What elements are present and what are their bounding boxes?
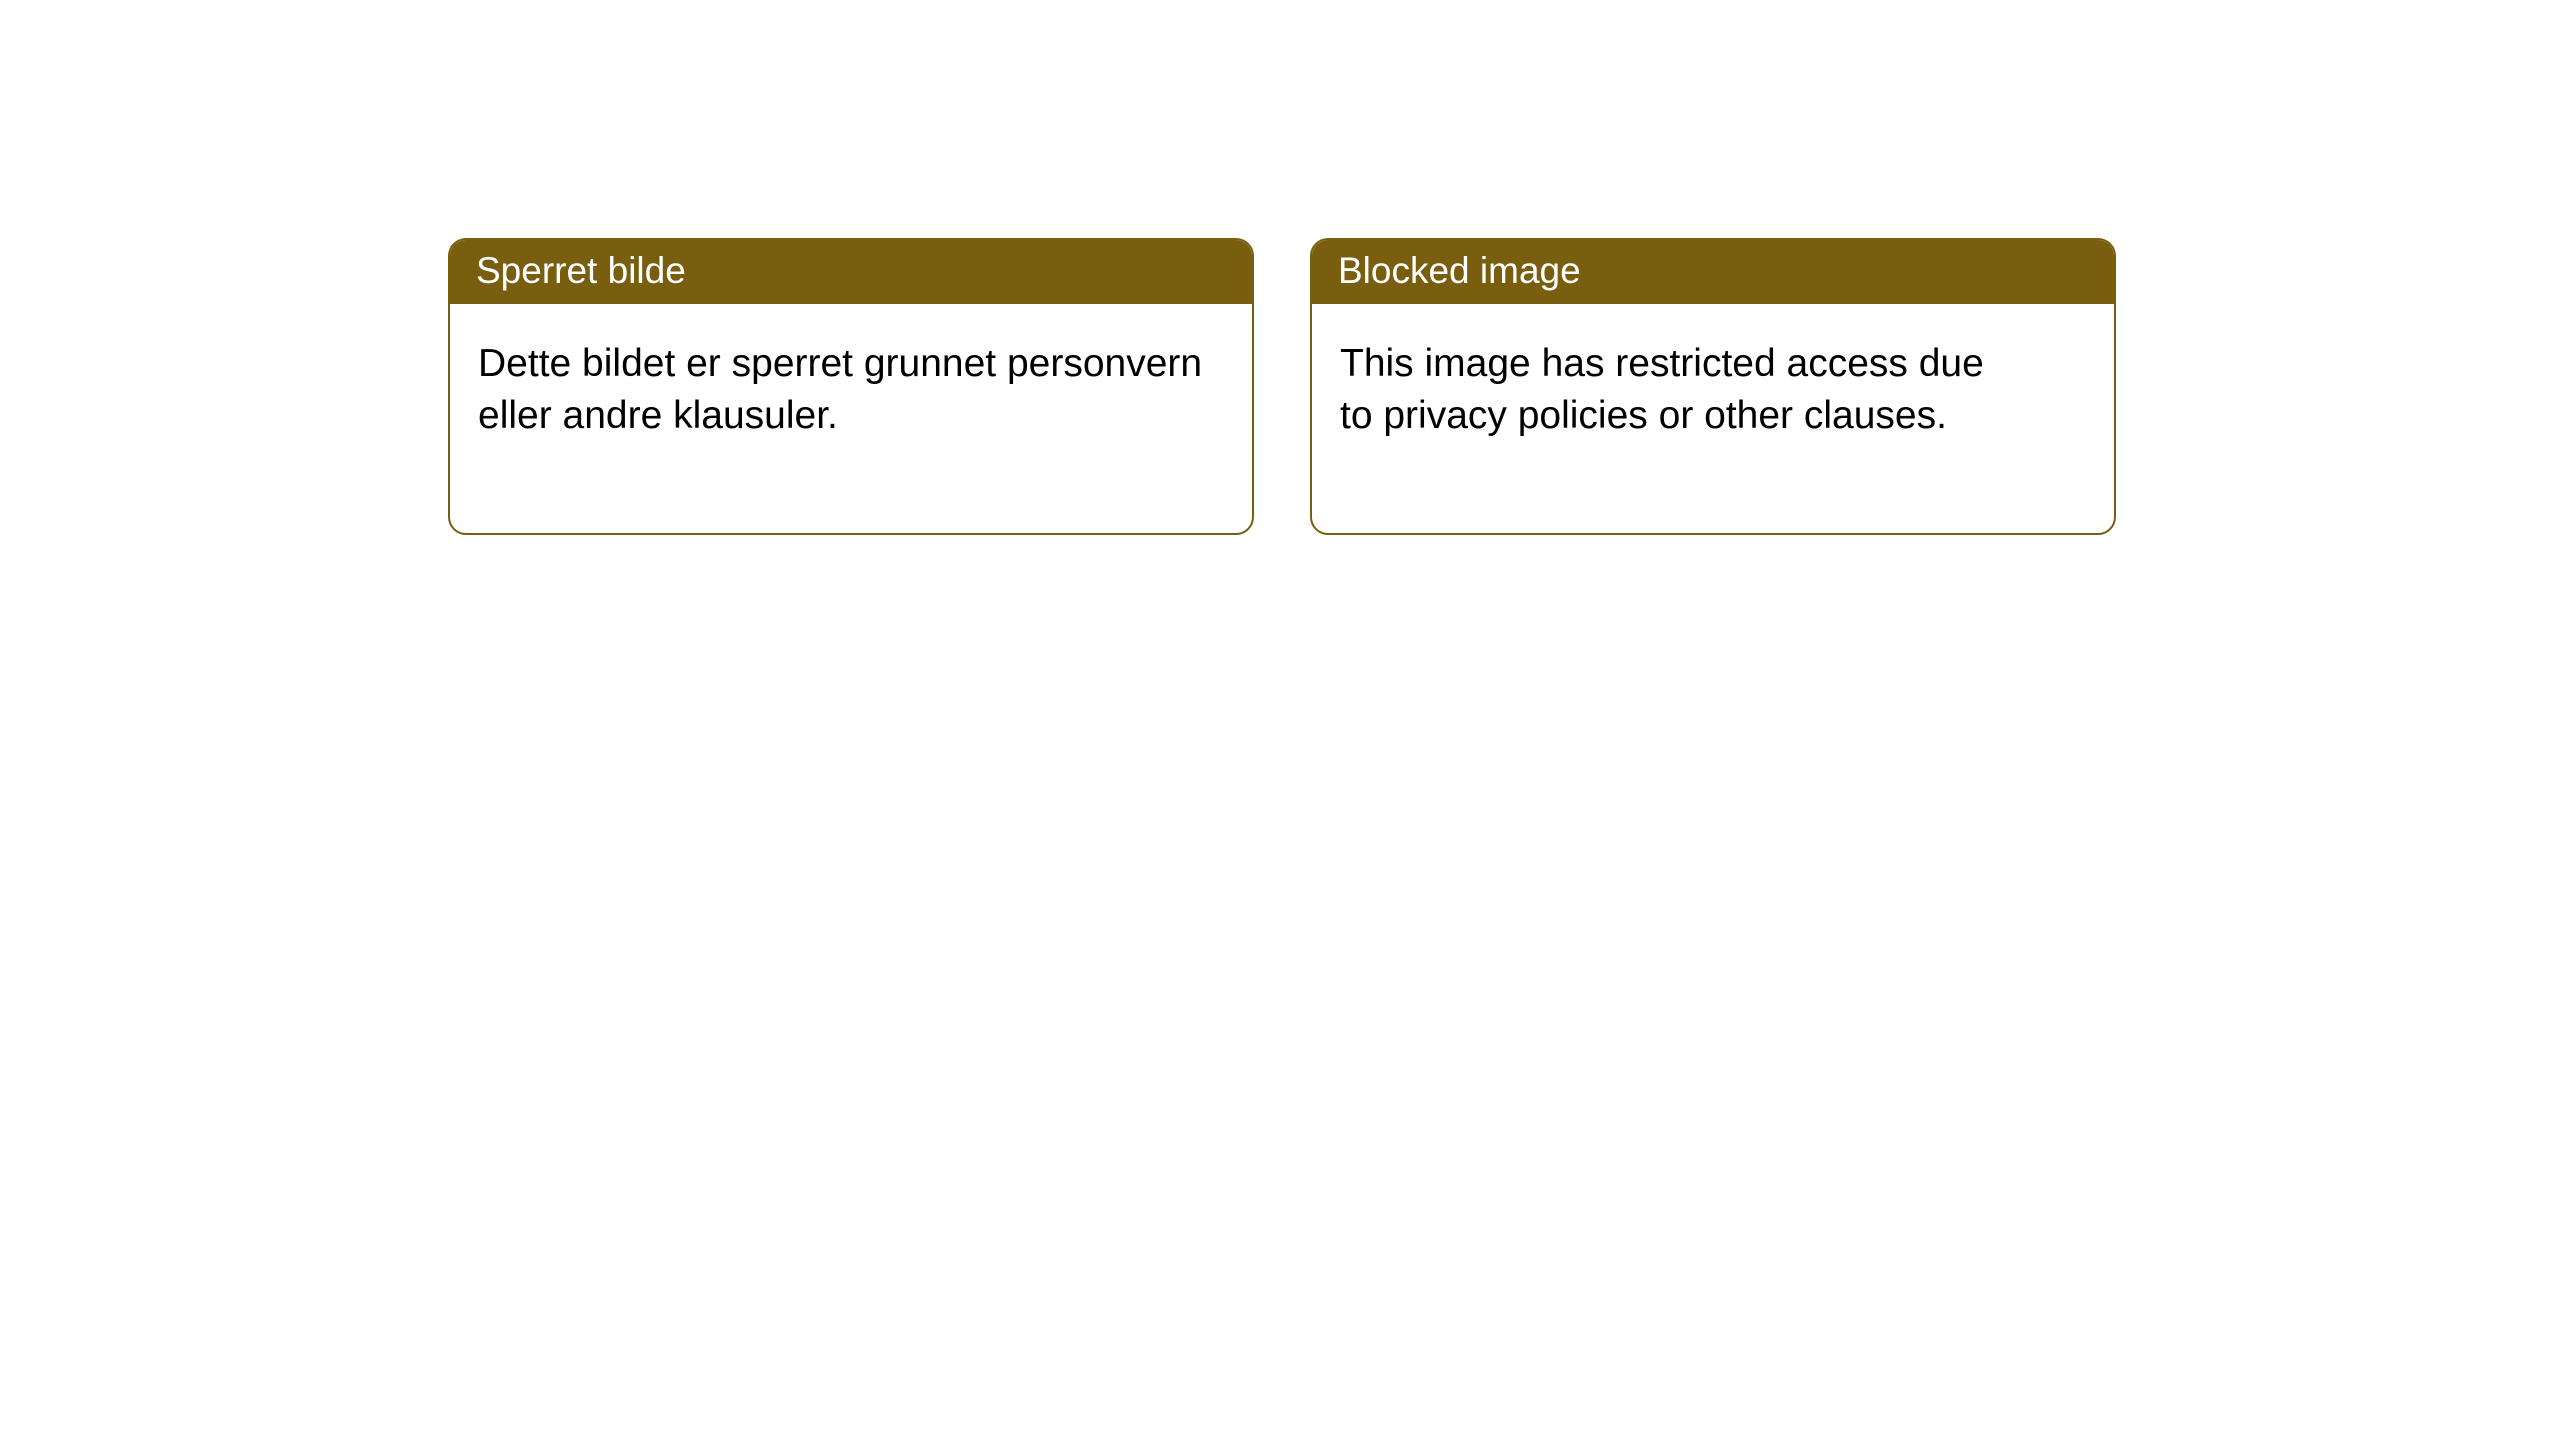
notice-title: Sperret bilde	[450, 240, 1252, 304]
notice-card-english: Blocked image This image has restricted …	[1310, 238, 2116, 535]
notice-card-norwegian: Sperret bilde Dette bildet er sperret gr…	[448, 238, 1254, 535]
notice-body: This image has restricted access due to …	[1312, 304, 2114, 533]
notice-body: Dette bildet er sperret grunnet personve…	[450, 304, 1252, 533]
notice-title: Blocked image	[1312, 240, 2114, 304]
notice-container: Sperret bilde Dette bildet er sperret gr…	[0, 0, 2560, 535]
